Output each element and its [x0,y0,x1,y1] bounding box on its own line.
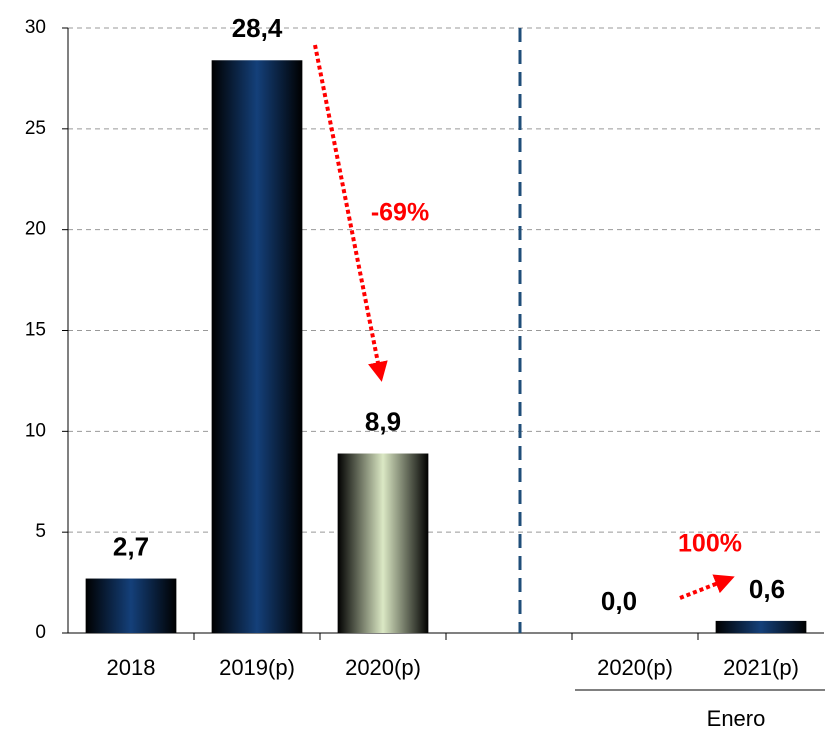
value-label: 0,0 [601,586,637,616]
bar [211,60,303,634]
value-label: 8,9 [365,406,401,436]
bar [337,453,429,633]
x-tick-label: 2021(p) [723,655,799,680]
annotation: -69% [371,199,429,227]
y-tick-label: 20 [25,219,46,240]
bar [715,620,807,633]
y-tick-label: 5 [35,521,46,542]
arrow [313,44,388,382]
value-label: 28,4 [232,13,283,43]
arrow [679,574,735,600]
x-tick-label: 2018 [107,655,156,680]
y-tick-label: 0 [35,622,46,643]
value-label: 0,6 [749,574,785,604]
x-tick-label: 2019(p) [219,655,295,680]
y-tick-label: 30 [25,17,46,38]
x-tick-label: 2020(p) [345,655,421,680]
annotation: 100% [678,530,742,558]
x-tick-label: 2020(p) [597,655,673,680]
bar [85,578,177,633]
y-tick-label: 15 [25,320,46,341]
y-tick-label: 10 [25,420,46,441]
group-label: Enero [707,706,766,731]
y-tick-label: 25 [25,118,46,139]
value-label: 2,7 [113,531,149,561]
